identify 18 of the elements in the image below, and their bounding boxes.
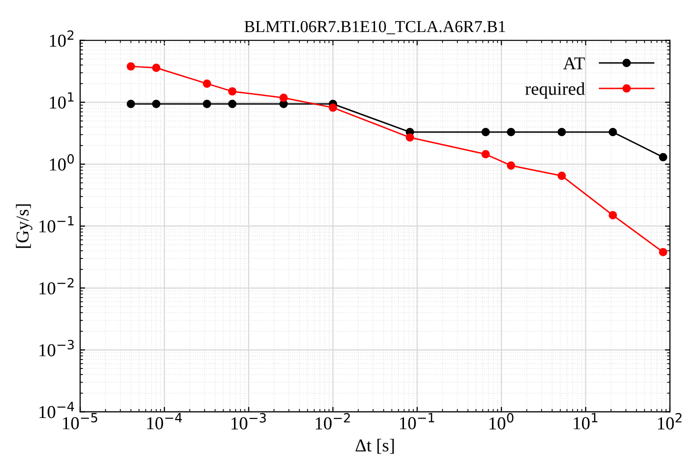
x-tick-label: 10$^{−4}$ <box>147 413 182 430</box>
y-tick-label: 10$^{−1}$ <box>39 216 74 232</box>
chart-title: BLMTI.06R7.B1E10_TCLA.A6R7.B1 <box>244 20 506 34</box>
y-tick-label: 10$^{1}$ <box>50 92 74 109</box>
y-tick-label: 10$^{−2}$ <box>39 278 74 294</box>
legend-label: AT <box>563 57 585 70</box>
y-tick-label: 10$^{−3}$ <box>39 340 74 356</box>
x-tick-label: 10$^{1}$ <box>574 413 598 430</box>
y-axis-title: [Gy/s] <box>16 204 32 248</box>
x-tick-label: 10$^{−3}$ <box>232 413 266 430</box>
x-tick-label: 10$^{−2}$ <box>316 413 350 430</box>
x-tick-label: 10$^{−1}$ <box>400 413 434 430</box>
y-tick-label: 10$^{0}$ <box>50 154 74 171</box>
x-tick-label: 10$^{2}$ <box>658 413 682 430</box>
legend-label: required <box>525 82 585 99</box>
x-axis-title: Δt [s] <box>356 438 394 454</box>
x-tick-label: 10$^{0}$ <box>490 413 514 430</box>
y-tick-label: 10$^{2}$ <box>50 30 74 47</box>
